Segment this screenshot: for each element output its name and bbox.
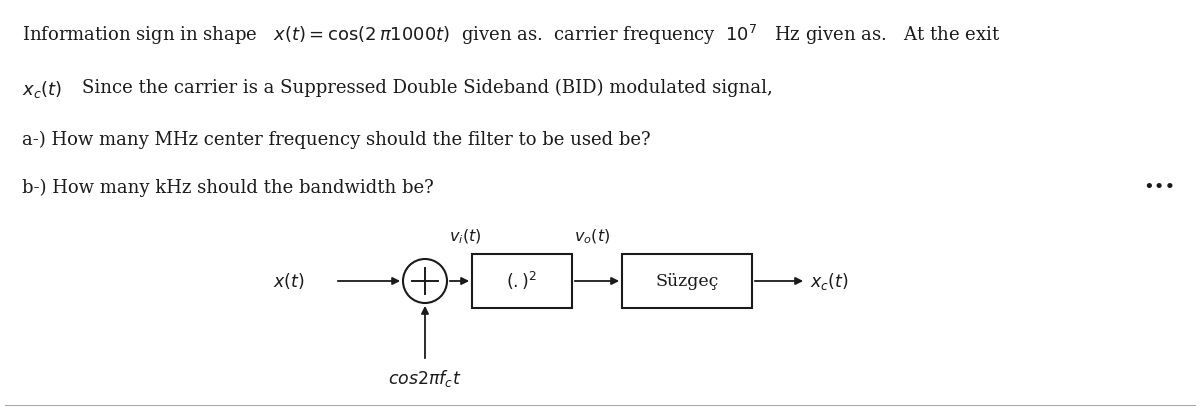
Text: $v_o(t)$: $v_o(t)$: [574, 228, 610, 246]
Text: $v_i(t)$: $v_i(t)$: [449, 228, 481, 246]
FancyBboxPatch shape: [622, 254, 752, 308]
Text: $x(t)$: $x(t)$: [274, 271, 305, 291]
Text: b-) How many kHz should the bandwidth be?: b-) How many kHz should the bandwidth be…: [22, 179, 433, 197]
Text: Since the carrier is a Suppressed Double Sideband (BID) modulated signal,: Since the carrier is a Suppressed Double…: [82, 79, 773, 97]
Text: Süzgeç: Süzgeç: [655, 272, 719, 289]
Text: a-) How many MHz center frequency should the filter to be used be?: a-) How many MHz center frequency should…: [22, 131, 650, 149]
Text: $\mathit{cos}2\pi f_c t$: $\mathit{cos}2\pi f_c t$: [389, 368, 462, 389]
Text: •••: •••: [1142, 179, 1175, 197]
Text: $(.)^2$: $(.)^2$: [506, 270, 538, 292]
Text: Information sign in shape   $x(t)=\cos(2\,\pi 1000t)$  given as.  carrier freque: Information sign in shape $x(t)=\cos(2\,…: [22, 23, 1001, 47]
FancyBboxPatch shape: [472, 254, 572, 308]
Text: $x_c(t)$: $x_c(t)$: [810, 270, 848, 291]
Text: $x_c(t)$: $x_c(t)$: [22, 79, 62, 100]
